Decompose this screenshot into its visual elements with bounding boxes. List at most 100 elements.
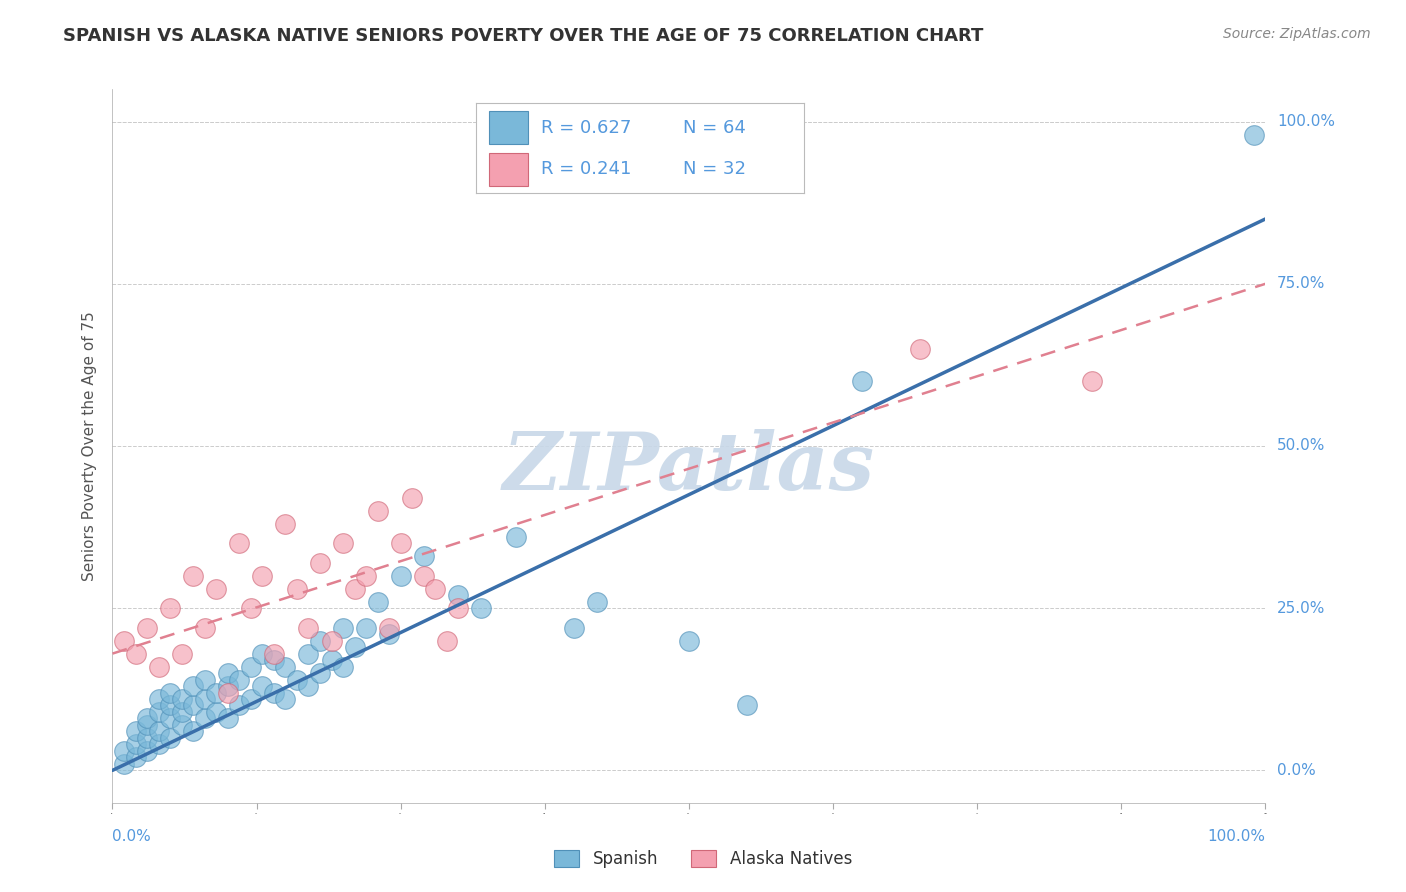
Point — [735, 698, 758, 713]
Point — [124, 647, 146, 661]
Point — [148, 724, 170, 739]
Point — [148, 738, 170, 752]
Text: 100.0%: 100.0% — [1208, 829, 1265, 844]
Point — [297, 621, 319, 635]
Point — [378, 627, 401, 641]
Point — [297, 679, 319, 693]
Point — [321, 653, 343, 667]
Point — [252, 679, 274, 693]
Point — [505, 530, 527, 544]
Text: 50.0%: 50.0% — [1277, 439, 1326, 453]
Point — [194, 621, 217, 635]
Point — [239, 601, 262, 615]
Point — [447, 601, 470, 615]
Point — [148, 692, 170, 706]
Point — [170, 705, 193, 719]
Point — [1243, 128, 1265, 142]
Point — [447, 588, 470, 602]
Point — [412, 568, 434, 582]
Text: 25.0%: 25.0% — [1277, 600, 1326, 615]
Point — [470, 601, 492, 615]
Point — [170, 718, 193, 732]
Point — [194, 711, 217, 725]
Point — [263, 647, 285, 661]
Text: 0.0%: 0.0% — [112, 829, 152, 844]
Point — [112, 756, 135, 771]
Point — [378, 621, 401, 635]
Point — [367, 504, 389, 518]
Point — [309, 556, 332, 570]
Point — [285, 673, 308, 687]
Point — [205, 582, 228, 596]
Point — [389, 536, 412, 550]
Point — [401, 491, 423, 505]
Point — [332, 536, 354, 550]
Point — [309, 633, 332, 648]
Point — [239, 659, 262, 673]
Point — [228, 698, 250, 713]
Point — [252, 568, 274, 582]
Text: 100.0%: 100.0% — [1277, 114, 1334, 129]
Point — [194, 673, 217, 687]
Point — [159, 601, 181, 615]
Point — [136, 711, 159, 725]
Point — [412, 549, 434, 564]
Point — [159, 731, 181, 745]
Point — [367, 595, 389, 609]
Point — [263, 685, 285, 699]
Point — [321, 633, 343, 648]
Point — [136, 718, 159, 732]
Point — [562, 621, 585, 635]
Point — [136, 621, 159, 635]
Text: 75.0%: 75.0% — [1277, 277, 1326, 292]
Point — [678, 633, 700, 648]
Point — [297, 647, 319, 661]
Point — [148, 705, 170, 719]
Point — [228, 673, 250, 687]
Point — [124, 750, 146, 764]
Point — [124, 738, 146, 752]
Point — [1081, 374, 1104, 388]
Point — [181, 724, 204, 739]
Point — [136, 744, 159, 758]
Text: Source: ZipAtlas.com: Source: ZipAtlas.com — [1223, 27, 1371, 41]
Point — [217, 711, 239, 725]
Legend: Spanish, Alaska Natives: Spanish, Alaska Natives — [547, 843, 859, 875]
Point — [252, 647, 274, 661]
Point — [205, 705, 228, 719]
Point — [112, 633, 135, 648]
Point — [159, 698, 181, 713]
Point — [274, 516, 297, 531]
Point — [159, 685, 181, 699]
Point — [148, 659, 170, 673]
Point — [332, 659, 354, 673]
Point — [112, 744, 135, 758]
Point — [585, 595, 607, 609]
Point — [228, 536, 250, 550]
Point — [425, 582, 447, 596]
Point — [343, 640, 366, 654]
Point — [170, 647, 193, 661]
Point — [159, 711, 181, 725]
Text: SPANISH VS ALASKA NATIVE SENIORS POVERTY OVER THE AGE OF 75 CORRELATION CHART: SPANISH VS ALASKA NATIVE SENIORS POVERTY… — [63, 27, 984, 45]
Point — [239, 692, 262, 706]
Point — [436, 633, 458, 648]
Point — [332, 621, 354, 635]
Point — [354, 568, 377, 582]
Point — [194, 692, 217, 706]
Point — [124, 724, 146, 739]
Y-axis label: Seniors Poverty Over the Age of 75: Seniors Poverty Over the Age of 75 — [82, 311, 97, 581]
Point — [389, 568, 412, 582]
Point — [851, 374, 873, 388]
Point — [170, 692, 193, 706]
Point — [217, 666, 239, 681]
Point — [136, 731, 159, 745]
Point — [285, 582, 308, 596]
Point — [181, 568, 204, 582]
Point — [217, 679, 239, 693]
Point — [217, 685, 239, 699]
Text: 0.0%: 0.0% — [1277, 763, 1316, 778]
Point — [354, 621, 377, 635]
Point — [181, 679, 204, 693]
Text: ZIPatlas: ZIPatlas — [503, 429, 875, 506]
